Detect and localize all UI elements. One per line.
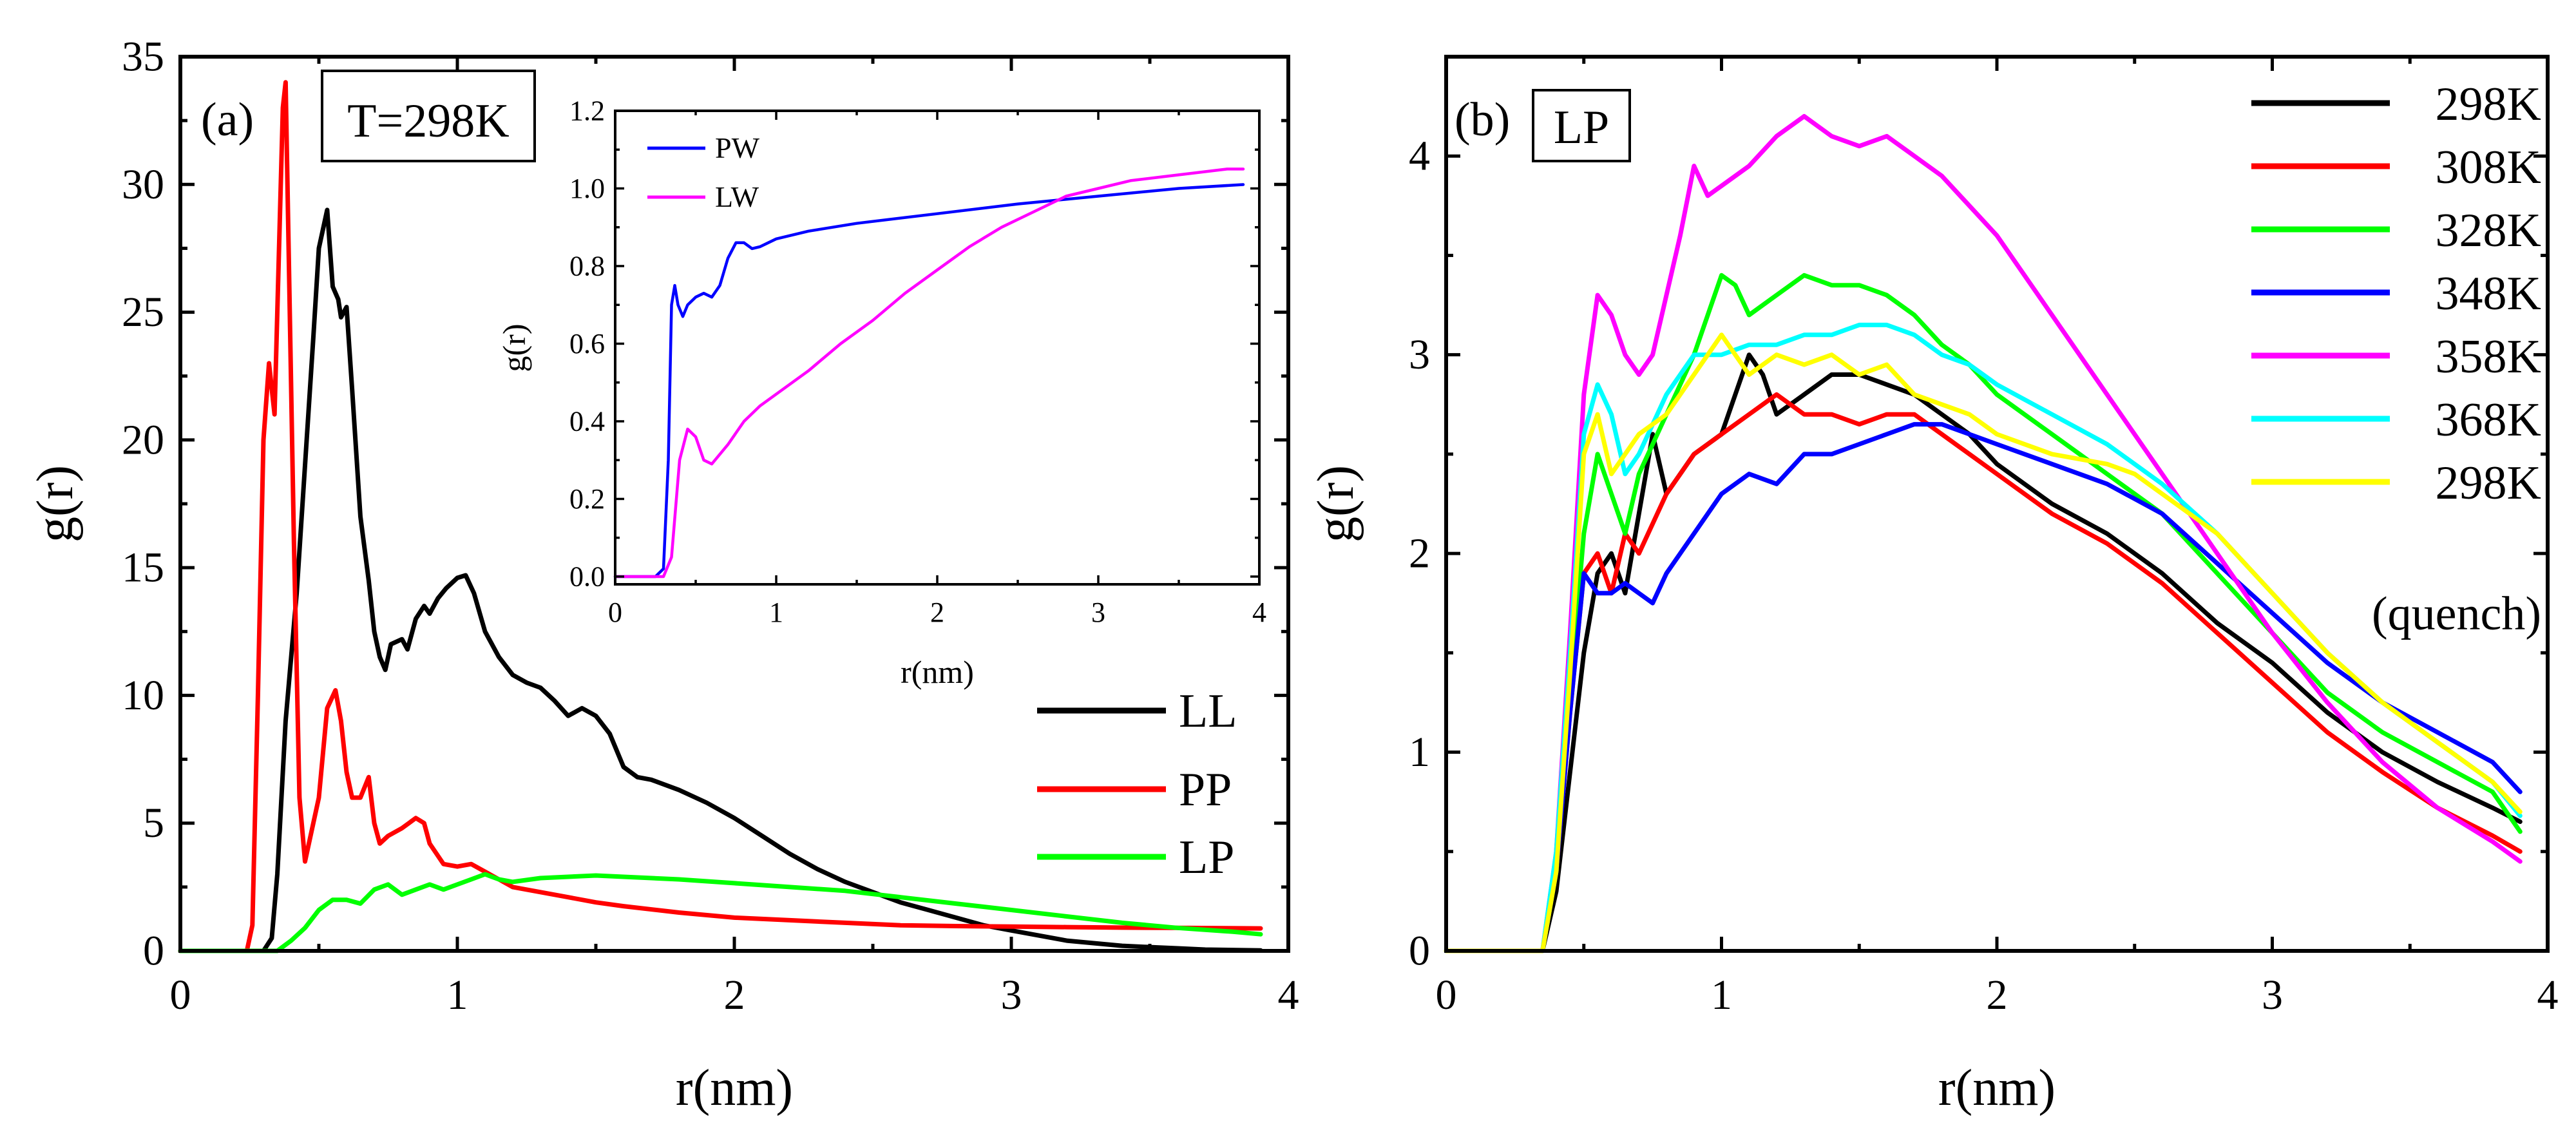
- inset-ytick-label: 0.2: [569, 483, 605, 515]
- inset-xtick-label: 3: [1091, 597, 1105, 628]
- panel-a-ytick-label: 20: [122, 416, 164, 463]
- panel-a-xtick-label: 4: [1278, 972, 1299, 1019]
- panel-b-series-298k-6: [1444, 332, 2523, 953]
- panel-b-frame: [1444, 55, 2550, 953]
- panel-a-label: (a): [201, 93, 254, 146]
- inset-ytick-label: 1.2: [569, 95, 605, 127]
- legend-label-ll: LL: [1179, 685, 1237, 738]
- legend-label-pw: PW: [715, 131, 760, 164]
- legend-label-quench: (quench): [2372, 588, 2541, 640]
- inset-xtick-label: 4: [1252, 597, 1266, 628]
- inset-legend: PW LW: [647, 131, 760, 213]
- panel-b-legend: 298K 308K 328K 348K 358K 368K 298K: [2251, 78, 2541, 510]
- panel-b-xtick-label: 1: [1711, 972, 1732, 1019]
- panel-a-series-lp-2: [178, 872, 1263, 953]
- panel-a-series: [178, 80, 1263, 953]
- panel-b-xtick-label: 3: [2262, 972, 2283, 1019]
- panel-a-series-ll-0: [178, 207, 1263, 953]
- panel-b-series-308k-1: [1444, 392, 2523, 953]
- panel-b-label: (b): [1455, 93, 1510, 146]
- panel-a-xtick-label: 2: [724, 972, 745, 1019]
- panel-b-ticks: 0 1 2 3 4 0 1 2 3 4: [1409, 57, 2559, 1019]
- panel-b-ytick-label: 1: [1409, 729, 1430, 776]
- inset-series: [613, 168, 1245, 579]
- panel-b-ytick-label: 4: [1409, 133, 1430, 180]
- inset-ytick-label: 0.0: [569, 560, 605, 592]
- panel-a-xtick-label: 0: [170, 972, 191, 1019]
- panel-a-xlabel: r(nm): [676, 1060, 793, 1116]
- panel-a-ylabel: g(r): [27, 465, 84, 542]
- panel-b-ylabel: g(r): [1308, 465, 1364, 542]
- legend-label-lp: LP: [1179, 831, 1234, 884]
- panel-a-inset: 0 1 2 3 4 0.0 0.2 0.4 0.6 0.8 1.0 1.2 g(r) r(nm) PW…: [496, 95, 1266, 691]
- legend-label-pp: PP: [1179, 763, 1232, 816]
- panel-a-ytick-label: 0: [143, 928, 164, 975]
- inset-ytick-label: 0.4: [569, 405, 605, 437]
- inset-ytick-label: 1.0: [569, 173, 605, 204]
- legend-label-348k-3: 348K: [2436, 267, 2541, 320]
- panel-a-annotation: T=298K: [347, 95, 509, 148]
- panel-b-series-298k-0: [1444, 352, 2523, 953]
- inset-xlabel: r(nm): [901, 654, 974, 690]
- legend-label-298k-0: 298K: [2436, 78, 2541, 131]
- panel-b-ytick-label: 0: [1409, 928, 1430, 975]
- inset-ytick-label: 0.6: [569, 328, 605, 359]
- legend-label-328k-2: 328K: [2436, 204, 2541, 257]
- panel-b-series-328k-2: [1444, 273, 2523, 953]
- panel-b-series: [1444, 114, 2523, 953]
- legend-label-298k-6: 298K: [2436, 457, 2541, 510]
- inset-xtick-label: 1: [769, 597, 783, 628]
- panel-b-annotation-box: [1532, 89, 1631, 162]
- inset-xtick-label: 2: [930, 597, 944, 628]
- panel-b-ytick-label: 2: [1409, 530, 1430, 577]
- panel-a-ytick-label: 15: [122, 544, 164, 591]
- panel-b-xlabel: r(nm): [1938, 1060, 2056, 1116]
- panel-b-series-358k-4: [1444, 114, 2523, 953]
- panel-a-annotation-box: [321, 70, 536, 162]
- panel-b: 0 1 2 3 4 0 1 2 3 4 g(r) r(nm) (b) LP 298K 308K 328…: [1308, 55, 2559, 1116]
- inset-ytick-label: 0.8: [569, 250, 605, 282]
- panel-a-legend: LL PP LP: [1037, 685, 1237, 884]
- panel-a-ytick-label: 10: [122, 672, 164, 719]
- inset-frame: [614, 110, 1261, 586]
- legend-label-308k-1: 308K: [2436, 141, 2541, 194]
- inset-series-pw-0: [613, 183, 1245, 579]
- inset-ylabel: g(r): [496, 324, 532, 372]
- panel-a-ytick-label: 25: [122, 289, 164, 336]
- legend-label-358k-4: 358K: [2436, 330, 2541, 383]
- legend-label-368k-5: 368K: [2436, 394, 2541, 446]
- panel-a-ytick-label: 5: [143, 799, 164, 847]
- legend-label-lw: LW: [715, 180, 759, 213]
- panel-a-series-pp-1: [178, 80, 1263, 953]
- inset-series-lw-1: [613, 168, 1245, 579]
- panel-b-ytick-label: 3: [1409, 331, 1430, 378]
- panel-b-xtick-label: 2: [1987, 972, 2008, 1019]
- panel-a-ytick-label: 35: [122, 34, 164, 81]
- panel-b-xtick-label: 4: [2537, 972, 2559, 1019]
- inset-xtick-label: 0: [608, 597, 622, 628]
- panel-a-xtick-label: 3: [1001, 972, 1022, 1019]
- panel-b-annotation: LP: [1554, 101, 1609, 154]
- panel-b-series-348k-3: [1444, 422, 2523, 953]
- panel-a-xtick-label: 1: [447, 972, 468, 1019]
- panel-b-xtick-label: 0: [1436, 972, 1457, 1019]
- panel-a-ytick-label: 30: [122, 161, 164, 208]
- inset-ticks: 0 1 2 3 4 0.0 0.2 0.4 0.6 0.8 1.0 1.2: [569, 95, 1266, 629]
